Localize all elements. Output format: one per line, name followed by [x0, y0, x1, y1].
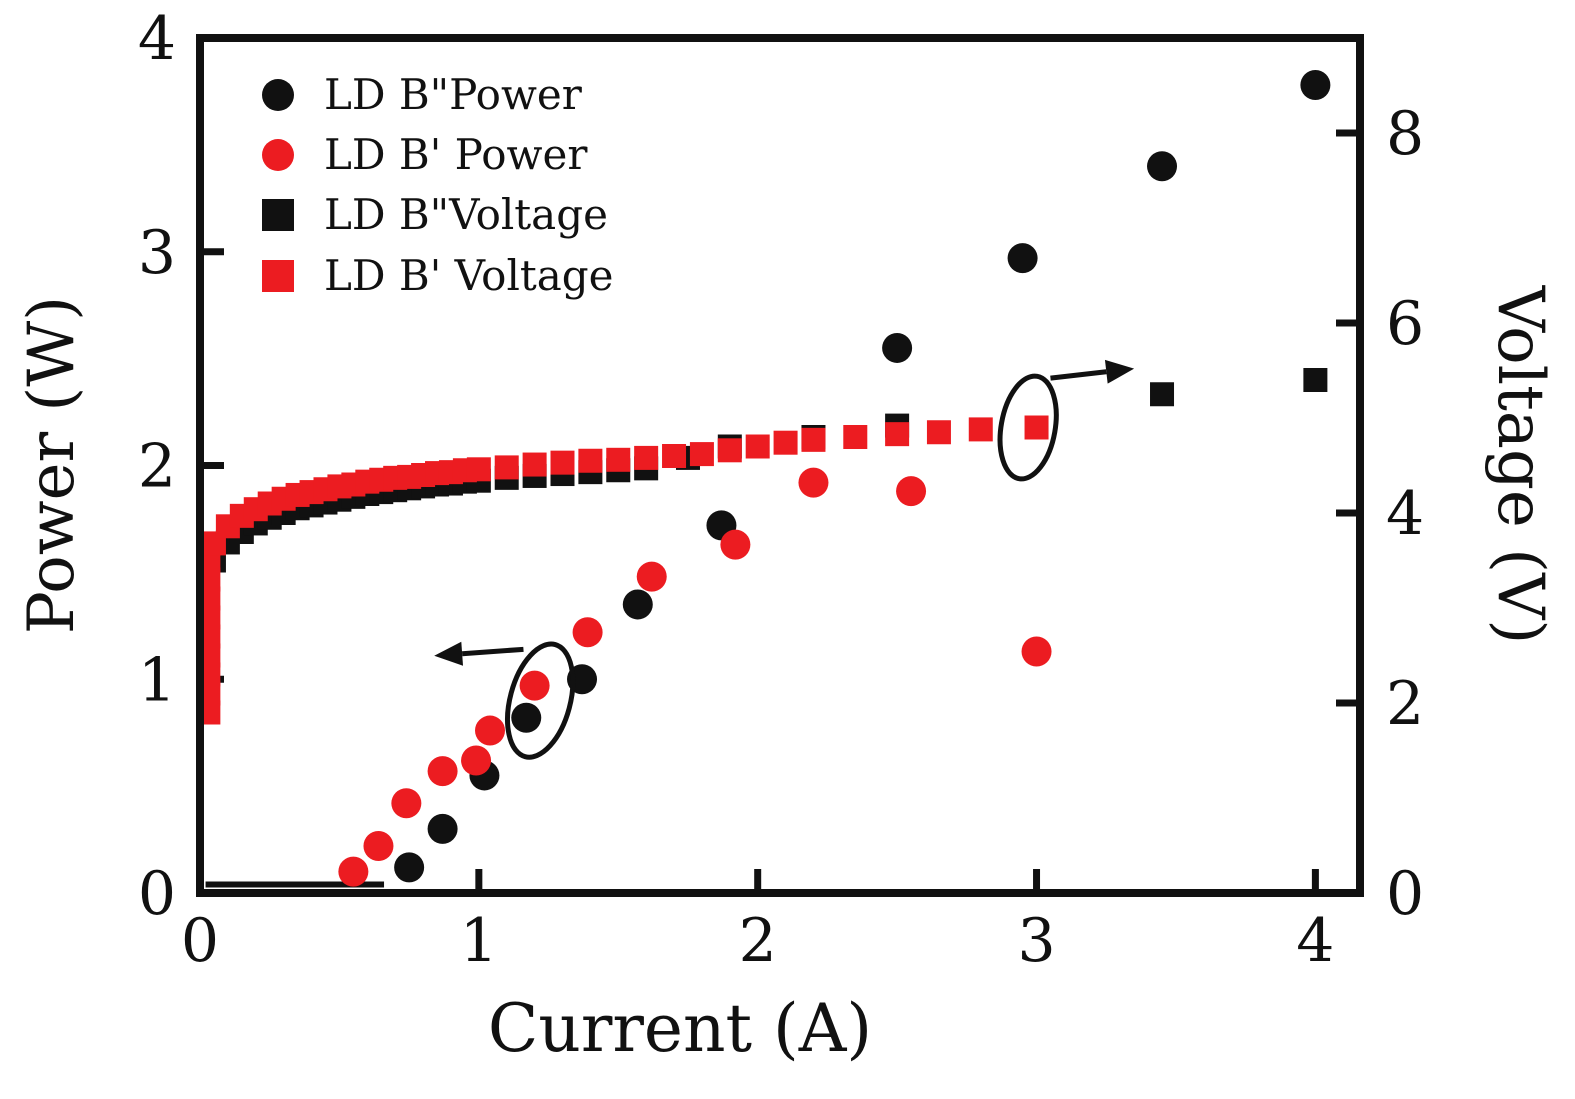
left-y-axis-title: Power (W) [15, 295, 89, 635]
legend-label: LD B"Power [324, 70, 582, 119]
legend-item: LD B"Voltage [262, 192, 614, 238]
svg-text:6: 6 [1386, 289, 1424, 359]
legend-marker-square-red [262, 259, 294, 292]
legend-label: LD B"Voltage [324, 190, 608, 240]
svg-text:2: 2 [138, 432, 176, 502]
legend-item: LD B' Power [262, 130, 614, 180]
legend-label: LD B' Voltage [324, 250, 614, 300]
svg-text:8: 8 [1386, 99, 1424, 169]
svg-text:0: 0 [1386, 859, 1424, 929]
svg-text:2: 2 [739, 906, 777, 976]
svg-text:4: 4 [1386, 479, 1424, 549]
svg-text:1: 1 [138, 645, 176, 715]
legend-marker-square-black [262, 199, 294, 232]
svg-text:1: 1 [460, 906, 498, 976]
legend-item: LD B' Voltage [262, 250, 614, 300]
chart-legend: LD B"Power LD B' Power LD B"Voltage LD B… [262, 70, 614, 300]
x-axis-title: Current (A) [487, 990, 873, 1067]
svg-text:3: 3 [1017, 906, 1055, 976]
svg-text:4: 4 [138, 4, 176, 74]
legend-item: LD B"Power [262, 70, 614, 119]
svg-text:3: 3 [138, 218, 176, 288]
svg-text:0: 0 [138, 859, 176, 929]
legend-marker-circle-red [262, 139, 294, 172]
svg-text:4: 4 [1296, 906, 1334, 976]
svg-text:2: 2 [1386, 669, 1424, 739]
legend-label: LD B' Power [324, 130, 588, 180]
svg-text:0: 0 [181, 906, 219, 976]
right-y-axis-title: Voltage (V) [1483, 285, 1557, 645]
legend-marker-circle-black [262, 79, 294, 112]
